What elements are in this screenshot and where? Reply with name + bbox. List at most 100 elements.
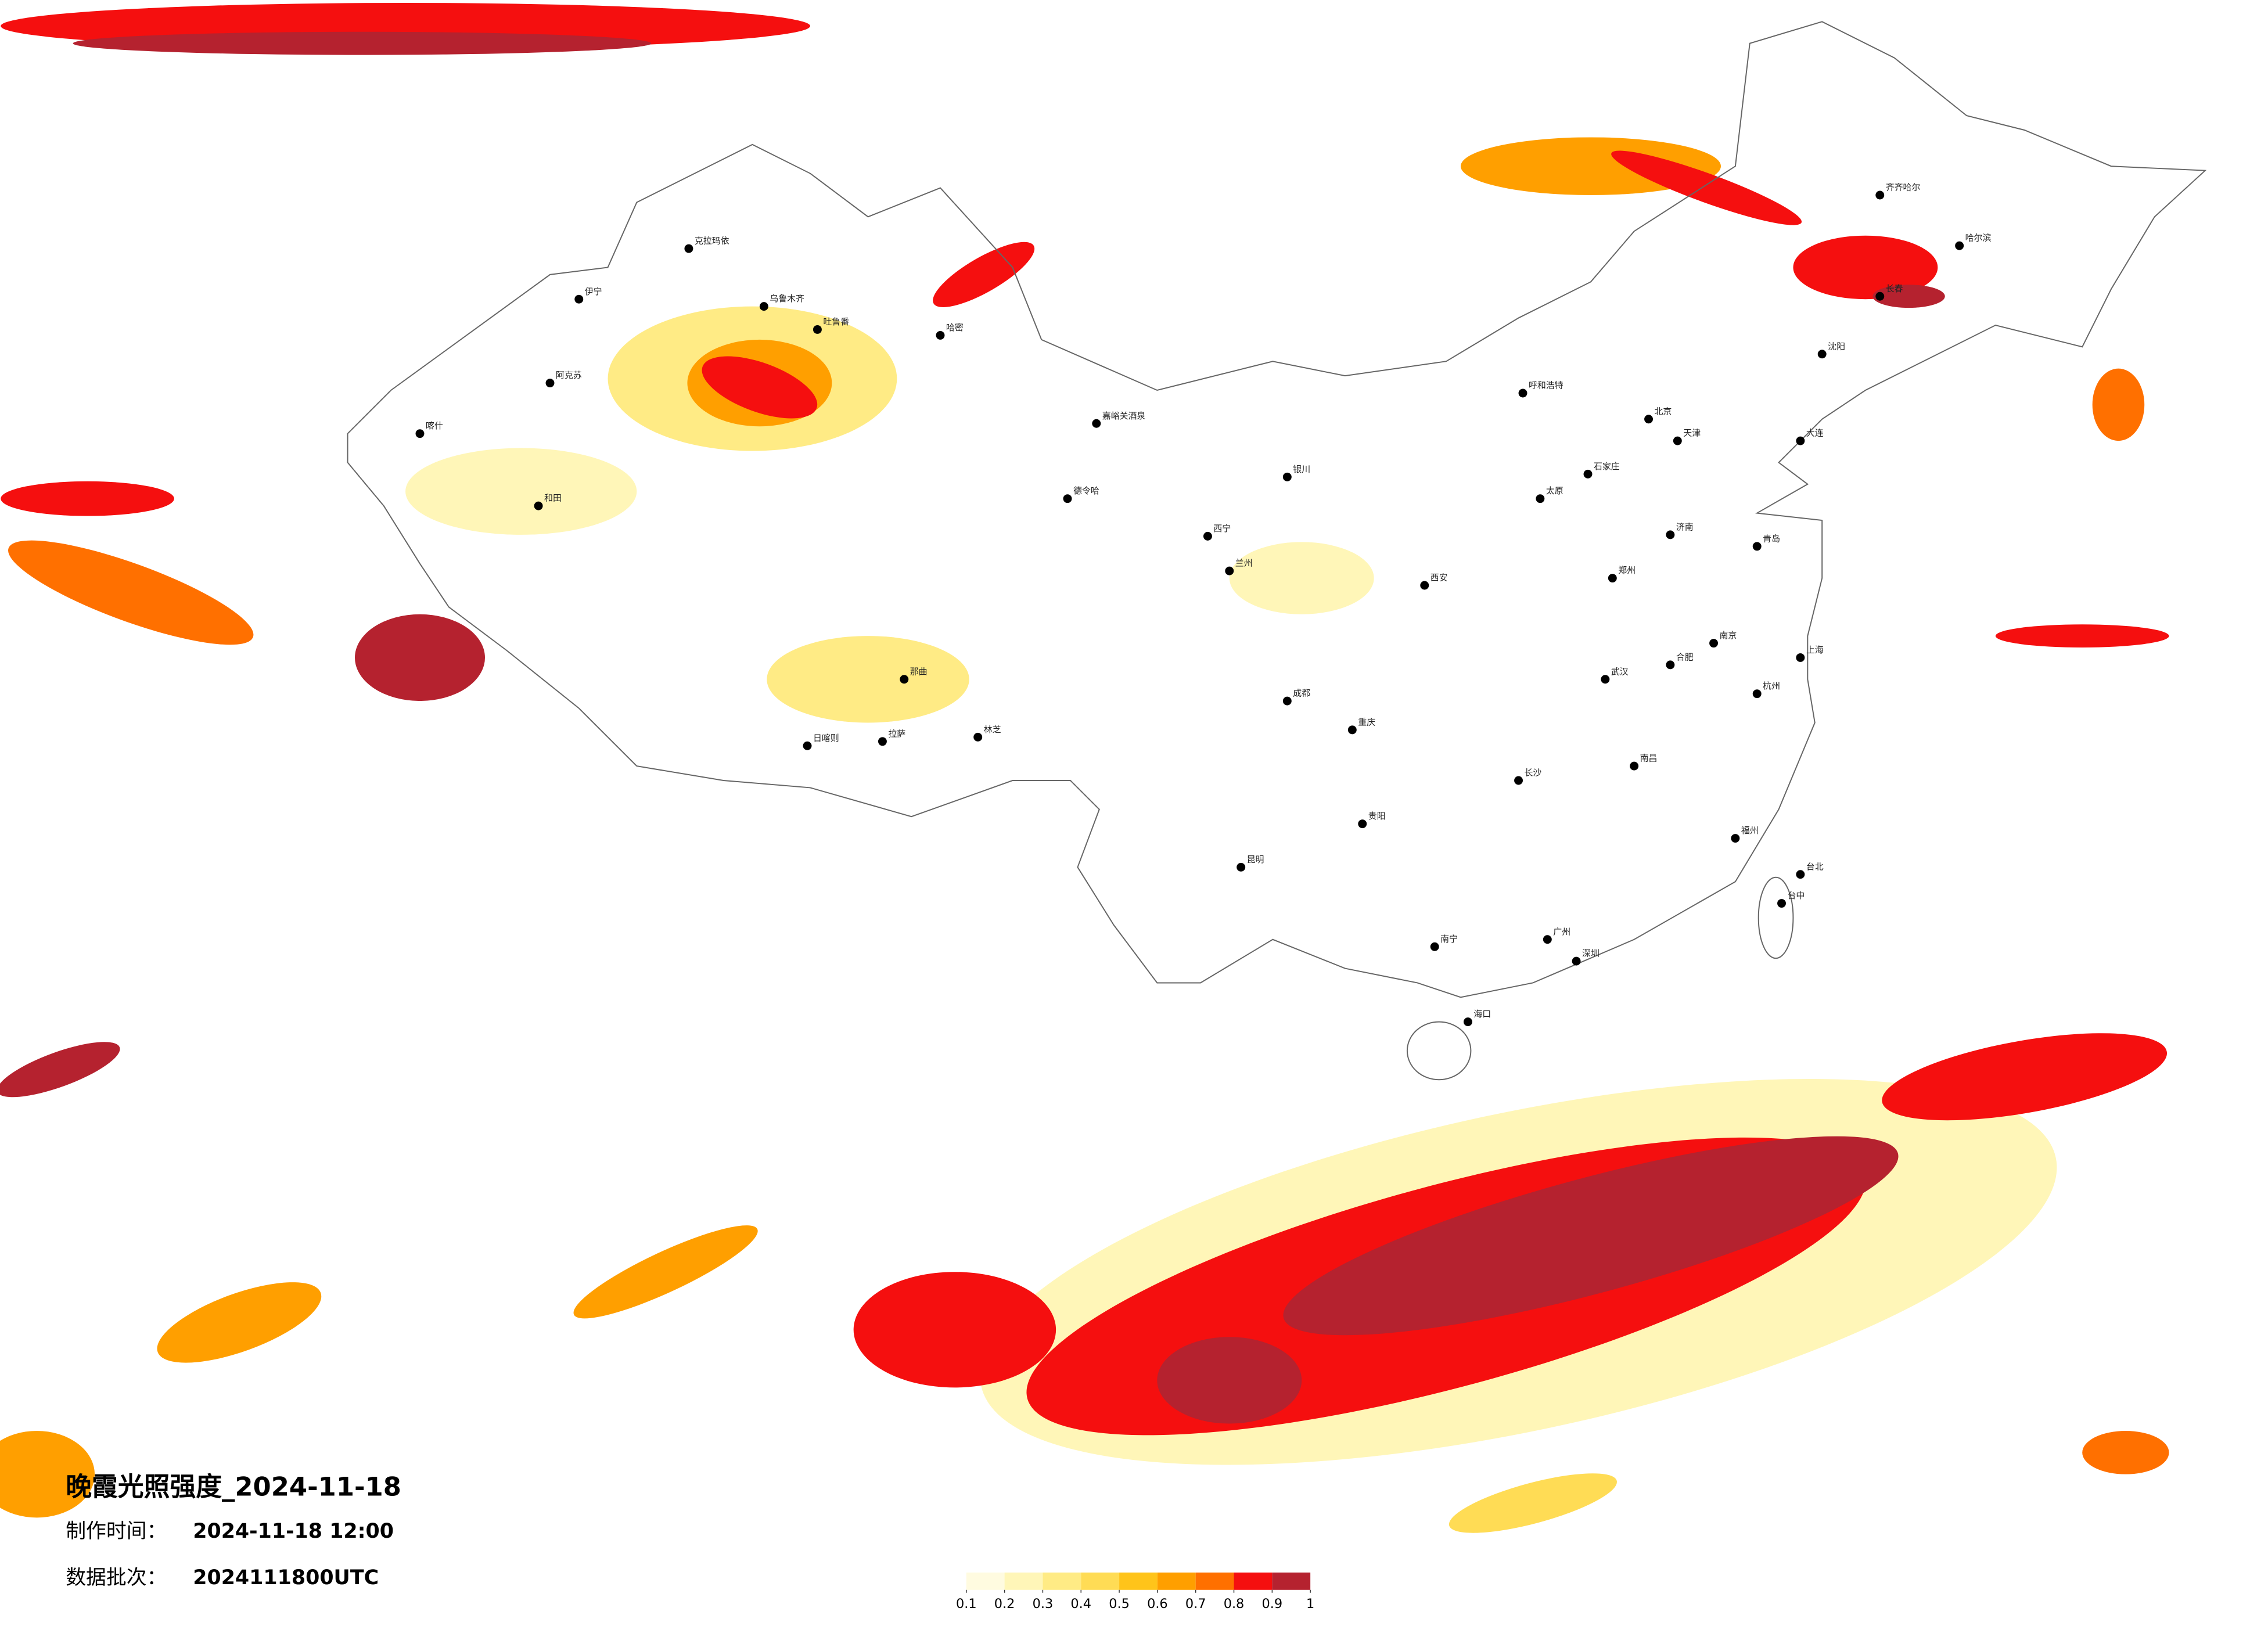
legend-swatch [1157, 1572, 1196, 1590]
legend-tick-label: 0.1 [956, 1596, 977, 1611]
city-label: 合肥 [1676, 652, 1694, 662]
city-label: 沈阳 [1828, 341, 1845, 351]
city-dot [1817, 350, 1827, 359]
legend-tick-label: 0.8 [1224, 1596, 1245, 1611]
legend-swatch [1195, 1572, 1234, 1590]
city-label: 那曲 [910, 666, 928, 677]
city-label: 武汉 [1611, 666, 1629, 677]
legend-swatch [1081, 1572, 1120, 1590]
city-label: 阿克苏 [556, 370, 582, 380]
city-dot [1420, 581, 1429, 590]
city-dot [1347, 725, 1357, 735]
city-label: 石家庄 [1594, 461, 1620, 472]
city-dot [574, 294, 584, 304]
city-label: 大连 [1806, 428, 1824, 438]
city-label: 青岛 [1763, 533, 1780, 544]
city-dot [545, 379, 555, 388]
city-dot [1709, 639, 1719, 648]
city-dot [1430, 942, 1439, 951]
city-dot [1796, 870, 1805, 879]
city-dot [534, 501, 543, 510]
city-label: 德令哈 [1073, 485, 1099, 496]
city-dot [1796, 653, 1805, 662]
city-label: 林芝 [984, 724, 1001, 735]
city-dot [1666, 530, 1675, 539]
city-dot [1731, 834, 1740, 843]
city-dot [1752, 689, 1762, 699]
city-label: 克拉玛依 [695, 236, 729, 246]
city-dot [1572, 956, 1581, 966]
city-dot [1875, 292, 1885, 301]
city-dot [1543, 935, 1552, 944]
legend-tick-label: 0.6 [1147, 1596, 1168, 1611]
legend-swatch [1272, 1572, 1311, 1590]
city-dot [1673, 436, 1682, 445]
city-dot [1237, 862, 1246, 872]
city-label: 齐齐哈尔 [1886, 182, 1921, 193]
city-label: 广州 [1553, 926, 1570, 937]
batch-value: 2024111800UTC [193, 1566, 379, 1589]
city-label: 哈尔滨 [1965, 233, 1992, 243]
city-label: 呼和浩特 [1529, 380, 1563, 391]
city-label: 成都 [1293, 688, 1310, 699]
city-dot [1630, 761, 1639, 771]
legend-tick-label: 0.2 [994, 1596, 1015, 1611]
city-dot [1796, 436, 1805, 445]
legend-swatch [1043, 1572, 1081, 1590]
legend-tick-label: 0.3 [1033, 1596, 1054, 1611]
city-dot [1063, 494, 1072, 503]
city-dot [1955, 241, 1964, 250]
city-label: 哈密 [946, 322, 964, 333]
city-label: 深圳 [1582, 948, 1600, 959]
city-dot [973, 732, 983, 742]
city-dot [1583, 469, 1593, 479]
legend-tick-label: 0.7 [1185, 1596, 1206, 1611]
city-label: 北京 [1655, 406, 1672, 416]
city-dot [1514, 776, 1523, 785]
intensity-field [0, 2, 2169, 1533]
city-label: 伊宁 [585, 286, 602, 297]
city-dot [1518, 388, 1527, 398]
city-label: 和田 [544, 493, 562, 503]
city-label: 乌鲁木齐 [770, 293, 804, 304]
legend-tick-label: 0.5 [1109, 1596, 1130, 1611]
city-label: 南京 [1720, 630, 1737, 641]
legend-swatch [966, 1572, 1005, 1590]
city-label: 兰州 [1235, 558, 1253, 569]
legend-tick-label: 0.9 [1262, 1596, 1283, 1611]
city-dot [759, 302, 768, 311]
city-label: 台中 [1787, 890, 1805, 901]
city-label: 拉萨 [888, 728, 905, 739]
city-dot [878, 737, 887, 746]
city-label: 福州 [1741, 825, 1759, 836]
city-label: 台北 [1806, 861, 1824, 872]
city-dot [1601, 675, 1610, 684]
batch-label: 数据批次： [66, 1566, 167, 1589]
city-label: 南宁 [1440, 934, 1458, 944]
city-label: 昆明 [1247, 854, 1264, 865]
city-dot [1463, 1017, 1472, 1027]
city-dot [1358, 819, 1367, 829]
legend-swatch [1119, 1572, 1158, 1590]
city-dot [1282, 472, 1292, 481]
city-label: 日喀则 [813, 733, 839, 743]
legend-tick-label: 0.4 [1070, 1596, 1091, 1611]
legend-swatch [1004, 1572, 1043, 1590]
city-label: 贵阳 [1368, 811, 1386, 821]
city-dot [1203, 531, 1212, 541]
city-dot [1608, 574, 1617, 583]
legend-swatch [1234, 1572, 1273, 1590]
city-dot [1752, 542, 1762, 551]
city-dot [813, 325, 822, 334]
city-label: 太原 [1546, 485, 1563, 496]
city-label: 银川 [1293, 464, 1310, 474]
city-label: 南昌 [1640, 753, 1658, 764]
city-dot [936, 330, 945, 340]
city-label: 吐鲁番 [823, 316, 849, 327]
city-label: 济南 [1676, 521, 1694, 532]
made-label: 制作时间： [66, 1520, 167, 1543]
city-label: 海口 [1473, 1009, 1491, 1019]
